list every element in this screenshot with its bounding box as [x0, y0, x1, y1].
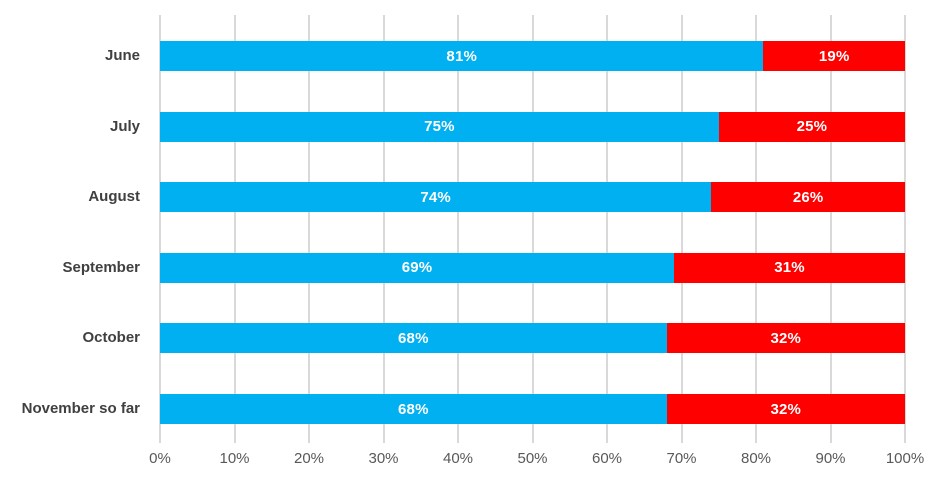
bar-value-label: 32%: [770, 329, 802, 347]
bar-segment-blue-share-june: 81%: [160, 41, 764, 71]
x-tick-label-60%: 60%: [591, 450, 623, 467]
x-tick-label-80%: 80%: [740, 450, 772, 467]
bar-row-september: 69% 31%: [160, 252, 905, 283]
gridline-20%: [308, 15, 310, 443]
x-tick-label-40%: 40%: [442, 450, 474, 467]
x-tick-label-20%: 20%: [293, 450, 325, 467]
category-label-june: June: [104, 47, 140, 64]
bar-segment-blue-share-november-so-far: 68%: [160, 394, 667, 424]
bar-value-label: 68%: [397, 400, 429, 418]
bar-row-july: 75% 25%: [160, 111, 905, 142]
bar-segment-red-share-june: 19%: [763, 41, 905, 71]
bar-value-label: 75%: [424, 118, 455, 136]
bar-value-label: 69%: [401, 259, 433, 277]
bar-value-label: 31%: [774, 259, 805, 277]
category-label-august: August: [88, 188, 140, 206]
category-label-october: October: [82, 329, 140, 347]
x-tick-label-100%: 100%: [885, 450, 925, 467]
bar-value-label: 81%: [446, 47, 478, 65]
x-tick-label-70%: 70%: [666, 450, 697, 467]
gridline-0%: [159, 15, 161, 443]
bar-row-november-so-far: 68% 32%: [160, 394, 905, 424]
bar-value-label: 19%: [818, 47, 850, 65]
bar-row-june: 81% 19%: [160, 41, 905, 71]
bar-row-august: 74% 26%: [160, 182, 905, 213]
bar-segment-red-share-august: 26%: [711, 182, 905, 213]
x-tick-label-30%: 30%: [368, 450, 399, 467]
x-tick-label-10%: 10%: [219, 450, 250, 467]
bar-segment-red-share-november-so-far: 32%: [666, 394, 905, 424]
category-label-july: July: [109, 117, 140, 135]
gridline-50%: [531, 15, 534, 443]
category-label-november-so-far: November so far: [21, 400, 140, 417]
x-axis: 0% 10% 20% 30% 40% 50% 60% 70% 80% 90% 100%: [149, 450, 924, 474]
x-tick-label-90%: 90%: [815, 450, 846, 467]
bar-value-label: 68%: [397, 329, 429, 347]
bar-segment-blue-share-august: 74%: [160, 182, 712, 213]
bar-row-october: 68% 32%: [160, 323, 905, 354]
bar-value-label: 74%: [420, 188, 451, 206]
bar-segment-red-share-july: 25%: [718, 111, 905, 142]
gridline-40%: [457, 15, 459, 443]
bar-value-label: 25%: [796, 118, 828, 136]
x-tick-label-0%: 0%: [149, 450, 171, 467]
bar-value-label: 26%: [792, 188, 824, 206]
gridline-80%: [755, 15, 757, 443]
bar-segment-red-share-september: 31%: [674, 252, 905, 283]
plot-area: 81% 19% 75% 25% 74% 26% 69% 31% 68% 32% 68% 32%: [159, 15, 906, 443]
bar-segment-blue-share-july: 75%: [160, 111, 719, 142]
bar-segment-red-share-october: 32%: [666, 323, 905, 354]
gridline-100%: [904, 15, 906, 443]
x-tick-label-50%: 50%: [517, 450, 548, 467]
gridline-70%: [680, 15, 683, 443]
bar-segment-blue-share-september: 69%: [160, 252, 675, 283]
gridline-60%: [606, 15, 608, 443]
gridline-90%: [829, 15, 832, 443]
bar-value-label: 32%: [770, 400, 802, 418]
gridline-10%: [233, 15, 236, 443]
category-label-september: September: [62, 258, 140, 276]
gridline-30%: [382, 15, 385, 443]
bar-segment-blue-share-october: 68%: [160, 323, 667, 354]
